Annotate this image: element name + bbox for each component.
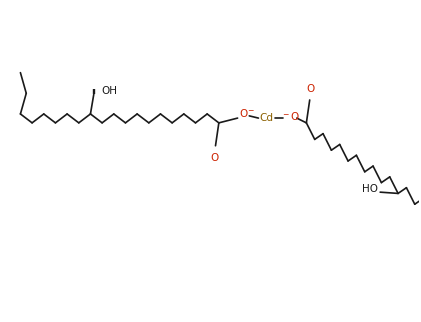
Text: OH: OH: [101, 86, 117, 96]
Text: −: −: [282, 110, 288, 119]
Text: −: −: [247, 107, 253, 116]
Text: O: O: [307, 84, 315, 94]
Text: HO: HO: [362, 184, 378, 194]
Text: O: O: [290, 111, 299, 121]
Text: Cd: Cd: [260, 113, 274, 123]
Text: O: O: [210, 153, 219, 163]
Text: O: O: [240, 109, 248, 119]
